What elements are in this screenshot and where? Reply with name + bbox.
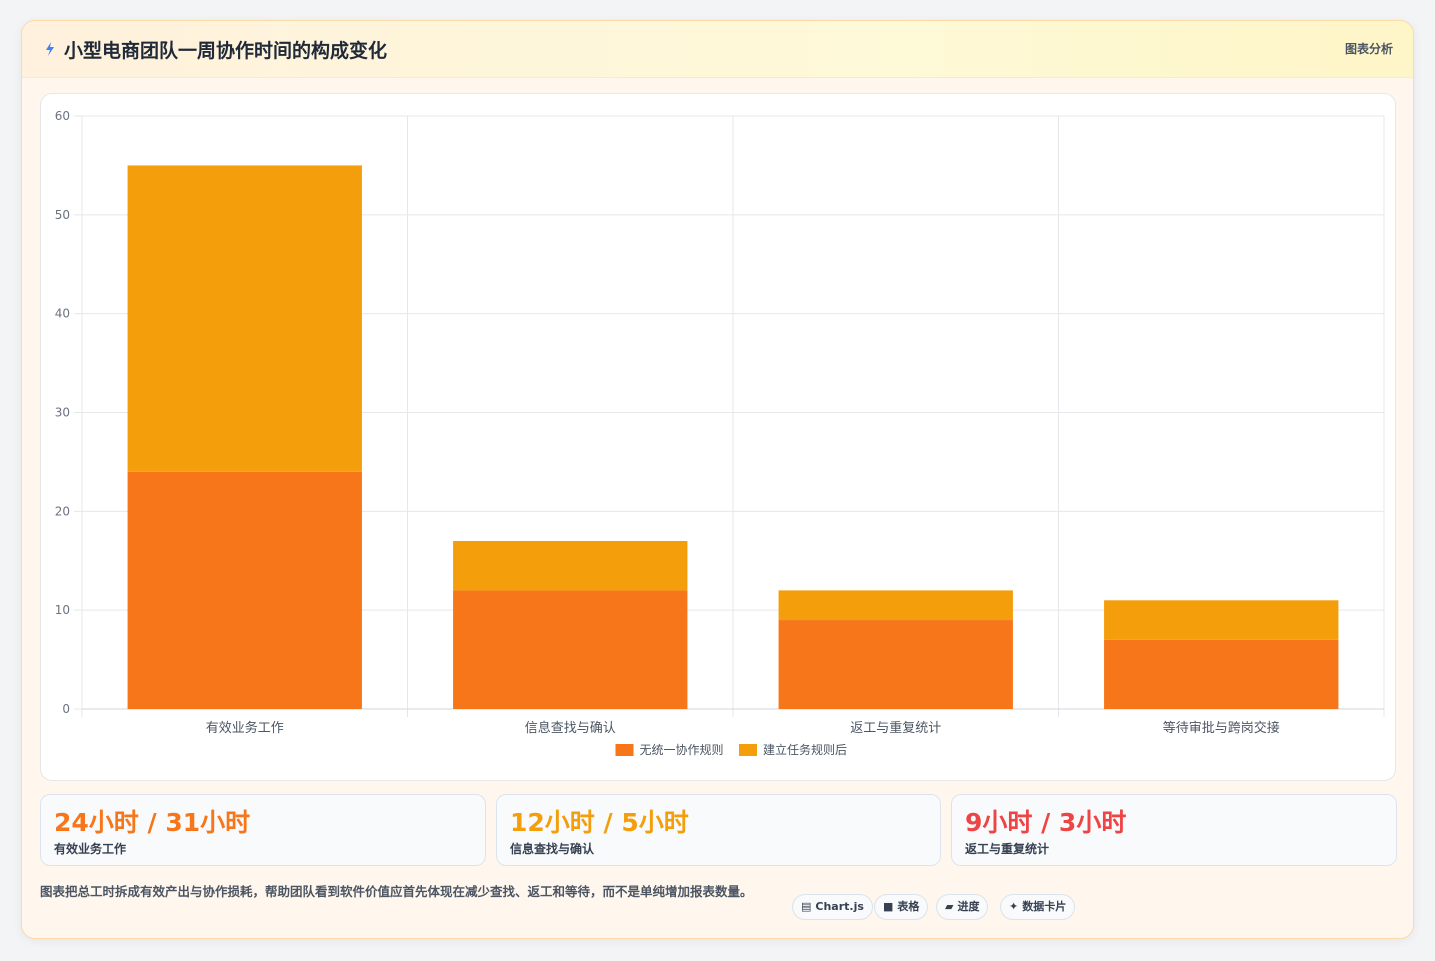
bar-after [778, 590, 1013, 621]
chip-label: Chart.js [815, 900, 864, 913]
legend-label: 建立任务规则后 [763, 742, 847, 757]
chip-data-card[interactable]: ✦ 数据卡片 [1000, 894, 1076, 920]
chart-card: 小型电商团队一周协作时间的构成变化 图表分析 0 10 20 30 40 50 60 有效业务… [21, 20, 1414, 939]
lightning-icon [46, 42, 54, 56]
chart-title: 小型电商团队一周协作时间的构成变化 [64, 40, 388, 62]
x-tick-label: 返工与重复统计 [850, 720, 941, 736]
stat-value: 9小时 / 3小时 [965, 808, 1127, 837]
stacked-bar-chart: 0 10 20 30 40 50 60 有效业务工作 信息查找与确认 返工与重复统计 等待审批与跨岗… [55, 109, 1385, 757]
chart-footnote: 图表把总工时拆成有效产出与协作损耗，帮助团队看到软件价值应首先体现在减少查找、返… [40, 884, 753, 899]
card-header: 小型电商团队一周协作时间的构成变化 图表分析 [22, 21, 1413, 78]
chip-chartjs[interactable]: ▤ Chart.js [792, 894, 873, 920]
sparkle-icon: ✦ [1009, 900, 1019, 913]
progress-icon: ▰ [945, 900, 954, 913]
y-tick-label: 60 [55, 109, 70, 123]
bar-after [453, 540, 688, 591]
bar-before [1104, 639, 1339, 709]
chart-analysis-label: 图表分析 [1344, 42, 1393, 56]
legend-label: 无统一协作规则 [640, 742, 724, 757]
bar-after [127, 165, 362, 472]
y-tick-label: 10 [55, 603, 70, 617]
y-tick-label: 0 [62, 702, 70, 716]
y-tick-label: 30 [55, 406, 70, 420]
legend-swatch [739, 744, 757, 756]
chip-label: 表格 [897, 900, 920, 913]
chip-table[interactable]: ■ 表格 [874, 894, 929, 920]
stat-label: 返工与重复统计 [965, 842, 1050, 856]
x-tick-label: 信息查找与确认 [525, 720, 616, 736]
chip-label: 数据卡片 [1022, 900, 1067, 913]
y-tick-label: 20 [55, 504, 70, 518]
bar-before [453, 590, 688, 709]
bar-before [127, 471, 362, 709]
stat-label: 信息查找与确认 [510, 842, 595, 856]
stat-value: 12小时 / 5小时 [510, 808, 689, 837]
bar-after [1104, 600, 1339, 640]
chip-progress[interactable]: ▰ 进度 [936, 894, 989, 920]
chart-area: 0 10 20 30 40 50 60 有效业务工作 信息查找与确认 返工与重复统计 等待审批与跨岗… [40, 93, 1396, 781]
legend-swatch [615, 744, 634, 756]
stat-card-effective-work: 24小时 / 31小时 有效业务工作 [40, 794, 486, 866]
x-tick-label: 有效业务工作 [206, 720, 284, 736]
table-icon: ■ [883, 900, 894, 913]
stat-value: 24小时 / 31小时 [54, 808, 251, 837]
y-tick-label: 50 [55, 208, 70, 222]
stat-card-rework: 9小时 / 3小时 返工与重复统计 [951, 794, 1397, 866]
bar-before [778, 620, 1013, 709]
stat-label: 有效业务工作 [54, 842, 127, 856]
chip-label: 进度 [957, 900, 980, 913]
x-tick-label: 等待审批与跨岗交接 [1163, 720, 1280, 736]
stat-card-info-search: 12小时 / 5小时 信息查找与确认 [496, 794, 941, 866]
y-tick-label: 40 [55, 307, 70, 321]
chart-icon: ▤ [801, 900, 812, 913]
